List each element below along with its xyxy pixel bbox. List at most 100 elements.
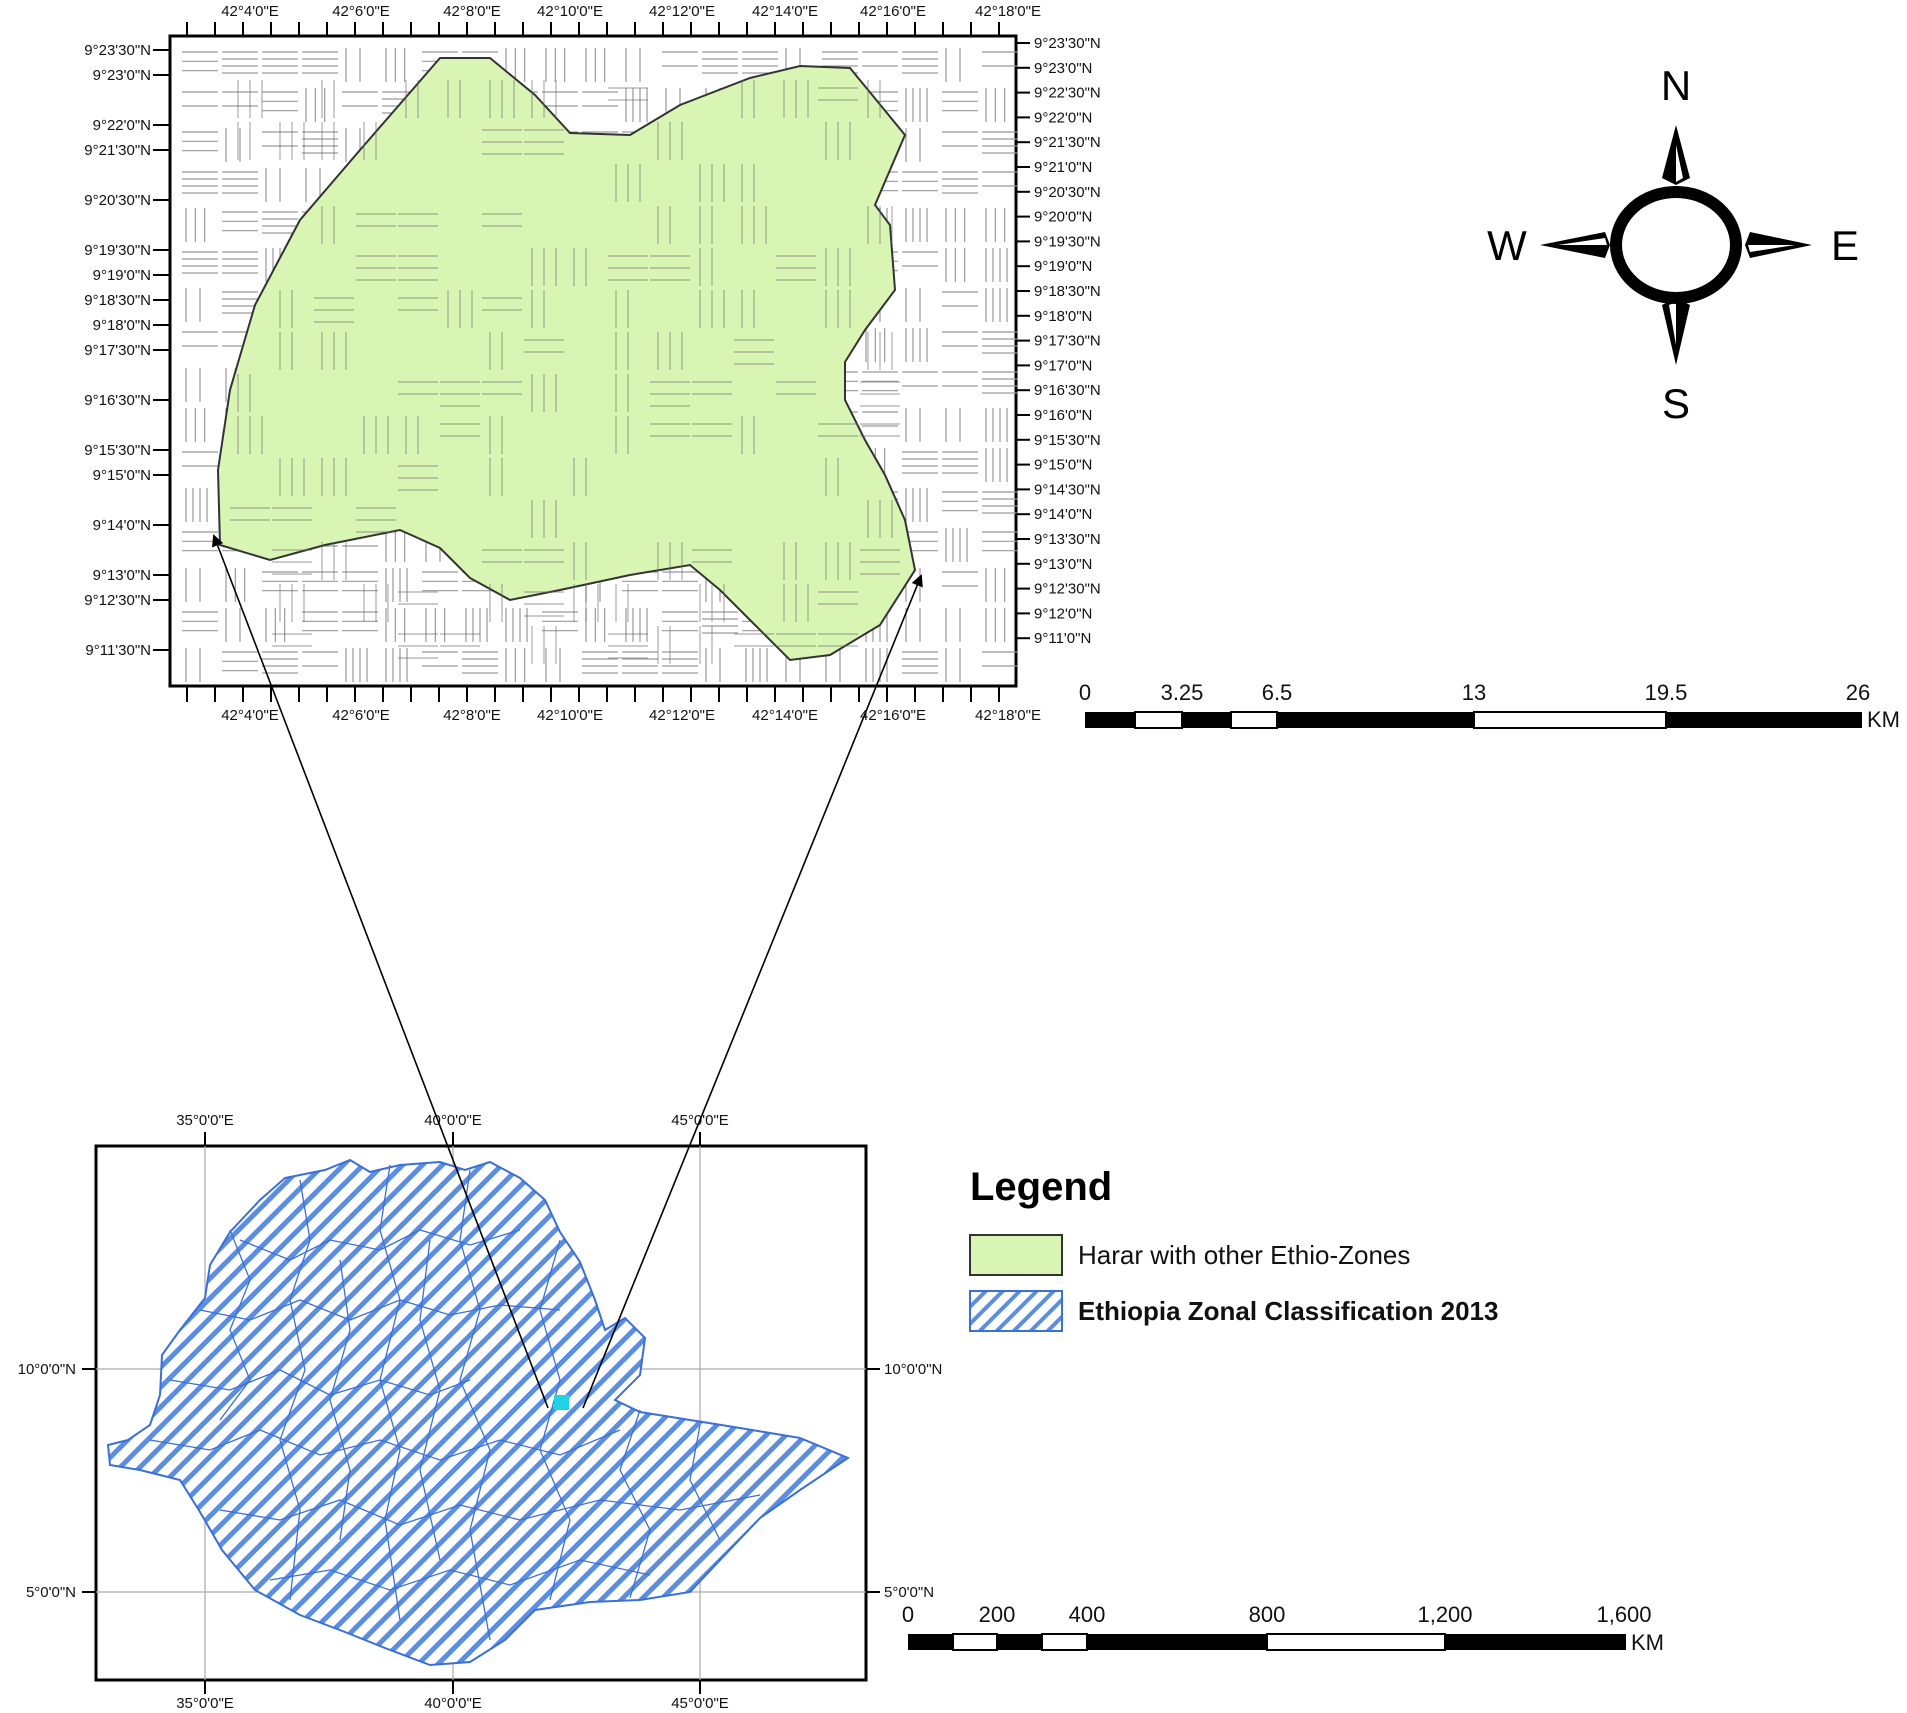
compass-label-n: N [1661,62,1691,109]
zone-boundary-10 [539,1239,571,1601]
scale-bar-bottom-seg-1 [908,1634,953,1650]
scale-bar-top-seg-1 [1085,712,1135,728]
scale-bar-top-seg-7 [1666,712,1862,728]
inset-left-lat-label: 9°15'30"N [84,442,151,459]
scale-bar-top-seg-6 [1473,711,1667,729]
legend-label-ethiopia: Ethiopia Zonal Classification 2013 [1078,1296,1498,1326]
inset-left-lat-label: 9°20'30"N [84,192,151,209]
inset-left-lat-label: 9°19'30"N [84,242,151,259]
legend: Legend Harar with other Ethio-Zones Ethi… [969,1165,1498,1332]
zone-boundary-6 [269,1559,651,1591]
compass-label-s: S [1662,380,1690,427]
inset-bottom-lon-label: 42°10'0"E [537,707,603,724]
zone-boundary-3 [169,1369,471,1396]
scale-bar-bottom-unit: KM [1631,1630,1664,1655]
ethiopia-top-lon-label-35: 35°0'0"E [176,1112,234,1129]
scale-bar-bottom-label-2: 400 [1069,1602,1106,1627]
scale-bar-bottom-label-5: 1,600 [1596,1602,1651,1627]
ethiopia-zone-boundaries [149,1164,761,1641]
inset-right-lat-label: 9°20'30"N [1034,184,1101,201]
scale-bar-top-seg-4 [1230,711,1278,729]
scale-bar-top-label-3: 13 [1462,680,1486,705]
inset-bottom-lon-label: 42°8'0"E [443,707,501,724]
scale-bar-bottom: 0 200 400 800 1,200 1,600 KM [902,1602,1664,1655]
inset-left-lat-label: 9°18'0"N [93,317,151,334]
ethiopia-map: 35°0'0"E 40°0'0"E 45°0'0"E 35°0'0"E 40°0… [18,1112,943,1712]
ethiopia-bottom-lon-label-45: 45°0'0"E [671,1695,729,1712]
legend-swatch-ethiopia [969,1290,1063,1332]
inset-left-lat-label: 9°16'30"N [84,392,151,409]
inset-map: 42°4'0"E 42°6'0"E 42°8'0"E 42°10'0"E 42°12'0… [84,3,1100,724]
ethiopia-ticks [82,1132,880,1694]
scale-bar-top-label-1: 3.25 [1161,680,1204,705]
inset-left-lat-label: 9°18'30"N [84,292,151,309]
inset-right-lat-label: 9°15'0"N [1034,457,1092,474]
inset-right-lat-label: 9°12'0"N [1034,605,1092,622]
inset-right-lat-label: 9°15'30"N [1034,432,1101,449]
scale-bar-top-unit: KM [1867,707,1900,732]
inset-left-lat-label: 9°11'30"N [85,642,151,659]
inset-top-lon-label: 42°4'0"E [221,3,279,20]
scale-bar-top-label-0: 0 [1079,680,1091,705]
scale-bar-top: 0 3.25 6.5 13 19.5 26 KM [1079,680,1900,732]
inset-top-lon-label: 42°14'0"E [752,3,818,20]
inset-right-lat-label: 9°14'30"N [1034,481,1101,498]
inset-top-lon-label: 42°12'0"E [649,3,715,20]
compass-west-point-inner [1558,238,1607,245]
scale-bar-top-seg-3 [1182,712,1231,728]
ethiopia-bottom-lon-label-35: 35°0'0"E [176,1695,234,1712]
inset-bottom-lon-label: 42°14'0"E [752,707,818,724]
inset-top-lon-label: 42°18'0"E [975,3,1041,20]
inset-top-lon-label: 42°10'0"E [537,3,603,20]
scale-bar-bottom-seg-7 [1445,1634,1626,1650]
inset-right-lat-label: 9°22'0"N [1034,109,1092,126]
inset-right-lat-label: 9°20'0"N [1034,209,1092,226]
zone-boundary-2 [199,1299,561,1321]
inset-right-lat-label: 9°18'0"N [1034,308,1092,325]
inset-top-lon-label: 42°16'0"E [860,3,926,20]
scale-bar-bottom-seg-5 [1087,1634,1267,1650]
scale-bar-bottom-seg-2 [952,1633,998,1651]
inset-left-lat-label: 9°14'0"N [93,517,151,534]
compass-north-point-inner [1676,145,1683,182]
scale-bar-bottom-seg-6 [1266,1633,1446,1651]
inset-left-lat-label: 9°13'0"N [93,567,151,584]
inset-right-lat-label: 9°21'30"N [1034,134,1101,151]
harar-location-marker [554,1395,569,1410]
inset-bottom-lon-label: 42°6'0"E [332,707,390,724]
scale-bar-top-seg-5 [1277,712,1474,728]
scale-bar-bottom-label-0: 0 [902,1602,914,1627]
zoom-connector-lines [211,534,923,1409]
inset-right-lat-label: 9°23'30"N [1034,35,1101,52]
compass-label-w: W [1487,222,1527,269]
scale-bar-bottom-seg-3 [997,1634,1042,1650]
zone-boundary-12 [689,1424,721,1541]
inset-left-lat-label: 9°19'0"N [93,267,151,284]
inset-right-lat-label: 9°17'30"N [1034,333,1101,350]
inset-top-lon-label: 42°8'0"E [443,3,501,20]
harar-zone-polygon [216,57,917,662]
compass-ring [1610,186,1742,304]
inset-left-lat-label: 9°15'0"N [93,467,151,484]
ethiopia-left-lat-label-10: 10°0'0"N [18,1361,76,1378]
ethiopia-country-polygon [106,1158,851,1667]
scale-bar-top-label-4: 19.5 [1645,680,1688,705]
legend-swatch-harar [969,1234,1063,1276]
inset-bottom-lon-label: 42°12'0"E [649,707,715,724]
inset-right-lat-label: 9°11'0"N [1034,630,1091,647]
inset-right-lat-label: 9°19'0"N [1034,258,1092,275]
inset-right-lat-label: 9°18'30"N [1034,283,1101,300]
scale-bar-bottom-label-1: 200 [979,1602,1016,1627]
inset-left-lat-label: 9°22'0"N [93,117,151,134]
inset-right-lat-label: 9°22'30"N [1034,85,1101,102]
zoom-connector-left [211,534,549,1409]
compass-label-e: E [1831,222,1859,269]
zone-boundary-7 [279,1179,311,1601]
inset-bottom-lon-label: 42°4'0"E [221,707,279,724]
scale-bar-top-seg-2 [1134,711,1183,729]
scale-bar-top-label-2: 6.5 [1262,680,1293,705]
scale-bar-bottom-label-4: 1,200 [1417,1602,1472,1627]
inset-right-lat-label: 9°17'0"N [1034,357,1092,374]
scale-bar-top-label-5: 26 [1846,680,1870,705]
